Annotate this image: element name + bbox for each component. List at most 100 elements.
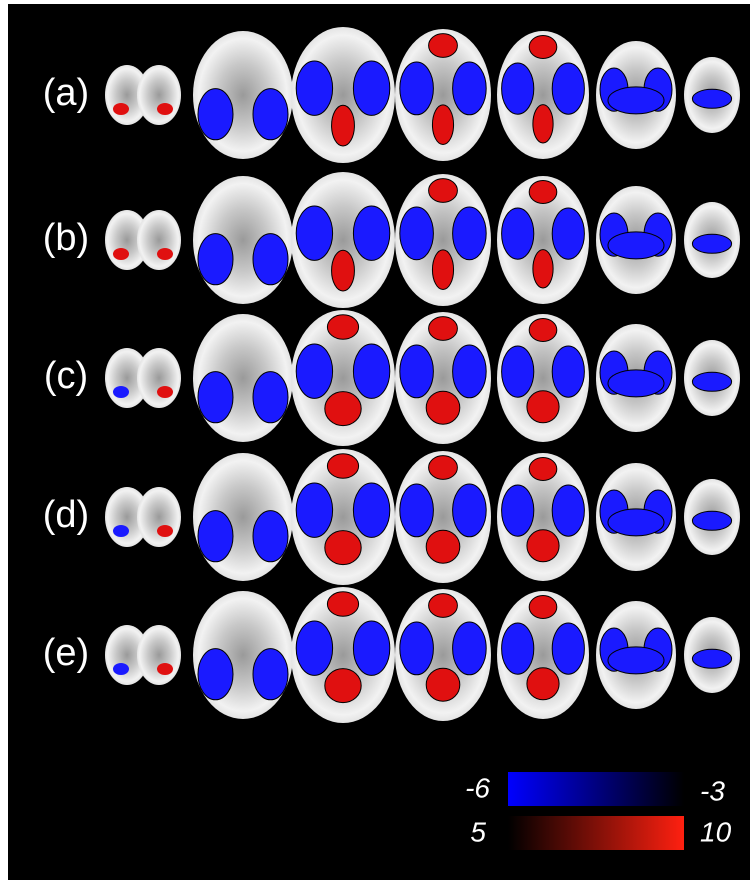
- blob: [608, 647, 664, 674]
- blob: [552, 346, 584, 397]
- row-label: (c): [44, 355, 88, 397]
- blob: [253, 511, 288, 562]
- blob: [453, 207, 487, 260]
- row-label: (d): [43, 494, 89, 536]
- blob: [253, 89, 288, 140]
- blob: [529, 595, 557, 618]
- blob: [529, 457, 557, 480]
- blob: [552, 485, 584, 536]
- blob: [253, 649, 288, 700]
- row-label: (e): [43, 632, 89, 674]
- blob: [332, 250, 355, 291]
- blob: [429, 179, 458, 203]
- blob: [198, 649, 233, 700]
- blob: [198, 89, 233, 140]
- blob: [353, 206, 389, 260]
- blob: [157, 663, 173, 675]
- blob: [502, 63, 534, 114]
- blob: [327, 592, 358, 616]
- blob: [533, 250, 553, 288]
- negative-colorbar: [508, 772, 684, 806]
- blob: [692, 89, 731, 108]
- blob: [527, 391, 559, 423]
- blob: [533, 105, 553, 143]
- brain: [137, 487, 181, 547]
- colorbar-label: -3: [700, 775, 725, 806]
- blob: [429, 34, 458, 58]
- blob: [325, 392, 361, 426]
- blob: [198, 234, 233, 285]
- blob: [552, 208, 584, 259]
- blob: [353, 483, 389, 537]
- blob: [429, 317, 458, 341]
- blob: [453, 345, 487, 398]
- blob: [113, 663, 129, 675]
- positive-colorbar: [508, 816, 684, 850]
- blob: [353, 344, 389, 398]
- blob: [692, 511, 731, 530]
- blob: [529, 180, 557, 203]
- figure: -6 -3 5 10 (a)(b)(c)(d)(e): [0, 0, 756, 882]
- blob: [325, 669, 361, 703]
- blob: [552, 63, 584, 114]
- brain: [137, 65, 181, 125]
- blob: [608, 87, 664, 114]
- blob: [453, 484, 487, 537]
- blob: [296, 344, 332, 398]
- blob: [692, 234, 731, 253]
- brain: [137, 625, 181, 685]
- blob: [157, 248, 173, 260]
- blob: [113, 525, 129, 537]
- blob: [527, 668, 559, 700]
- blob: [325, 531, 361, 565]
- blob: [253, 372, 288, 423]
- blob: [608, 509, 664, 536]
- blob: [502, 346, 534, 397]
- blob: [253, 234, 288, 285]
- blob: [113, 386, 129, 398]
- blob: [353, 621, 389, 675]
- blob: [157, 386, 173, 398]
- brain: [137, 348, 181, 408]
- blob: [296, 206, 332, 260]
- blob: [198, 511, 233, 562]
- blob: [296, 621, 332, 675]
- blob: [400, 345, 434, 398]
- blob: [527, 530, 559, 562]
- blob: [400, 62, 434, 115]
- blob: [157, 103, 173, 115]
- blob: [113, 103, 129, 115]
- row-label: (a): [43, 72, 89, 114]
- blob: [608, 232, 664, 259]
- colorbar-label: 10: [700, 816, 732, 847]
- blob: [692, 649, 731, 668]
- blob: [400, 484, 434, 537]
- blob: [453, 622, 487, 675]
- blob: [327, 315, 358, 339]
- blob: [296, 61, 332, 115]
- colorbar-label: -6: [465, 772, 490, 803]
- blob: [353, 61, 389, 115]
- blob: [453, 62, 487, 115]
- blob: [502, 208, 534, 259]
- blob: [429, 594, 458, 618]
- blob: [426, 668, 460, 701]
- blob: [400, 207, 434, 260]
- blob: [332, 105, 355, 146]
- blob: [327, 454, 358, 478]
- blob: [400, 622, 434, 675]
- blob: [296, 483, 332, 537]
- brain: [137, 210, 181, 270]
- blob: [529, 35, 557, 58]
- blob: [426, 391, 460, 424]
- blob: [529, 318, 557, 341]
- blob: [502, 485, 534, 536]
- blob: [198, 372, 233, 423]
- blob: [502, 623, 534, 674]
- blob: [429, 456, 458, 480]
- blob: [552, 623, 584, 674]
- blob: [157, 525, 173, 537]
- blob: [432, 250, 453, 290]
- colorbar-label: 5: [470, 816, 486, 847]
- blob: [426, 530, 460, 563]
